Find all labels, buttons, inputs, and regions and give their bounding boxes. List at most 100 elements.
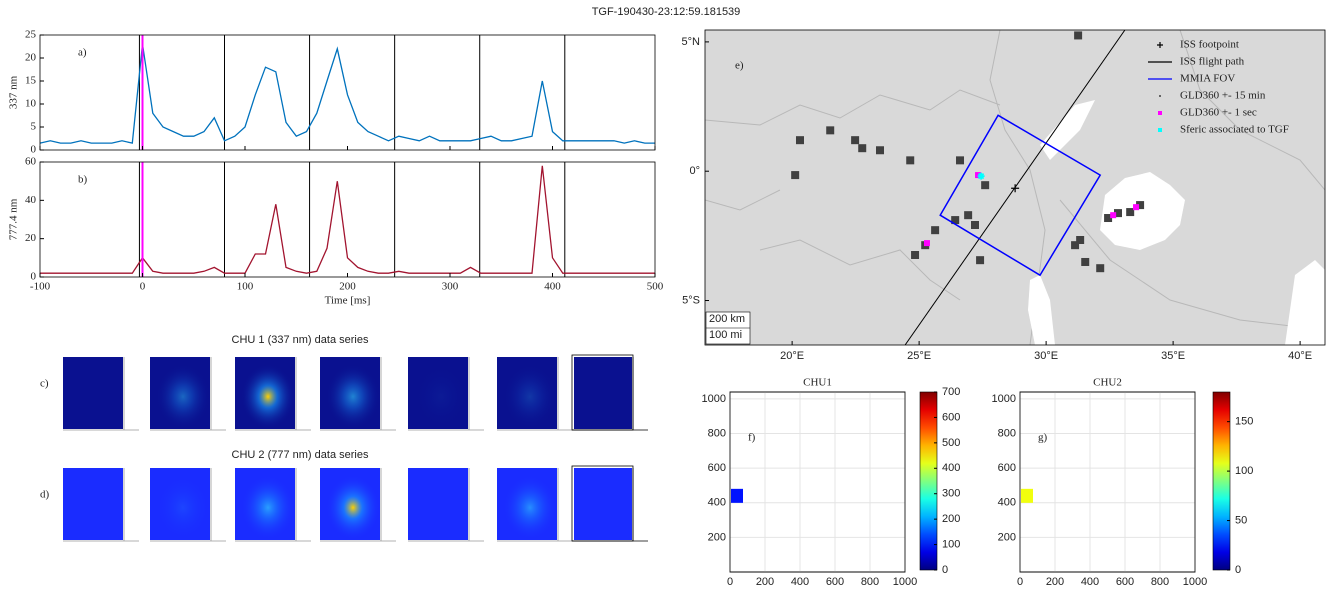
page: {"title": "TGF-190430-23:12:59.181539", … (0, 0, 1332, 589)
plot-area (40, 162, 655, 277)
legend-label: MMIA FOV (1180, 73, 1235, 85)
thumbnail-glow (497, 468, 557, 540)
colorbar (920, 392, 937, 570)
colorbar-tick-label: 0 (1235, 564, 1241, 576)
x-tick-label: 600 (1116, 576, 1134, 588)
x-tick-label: 20°E (780, 350, 804, 362)
colorbar-tick-label: 400 (942, 462, 960, 474)
thumbnail-glow (408, 468, 468, 540)
x-tick-label: 40°E (1288, 350, 1312, 362)
gld-point (791, 171, 799, 179)
thumbnail-glow (235, 468, 295, 540)
thumbnail-glow (408, 357, 468, 429)
gld-point (971, 221, 979, 229)
y-tick-label: 10 (25, 98, 37, 110)
gld-point (851, 136, 859, 144)
gld-point (1074, 31, 1082, 39)
x-tick-label: -100 (30, 281, 51, 293)
colorbar (1213, 392, 1230, 570)
thumbnail-glow (235, 357, 295, 429)
colorbar-tick-label: 150 (1235, 416, 1253, 428)
thumbnail-glow (320, 468, 380, 540)
gld-point (1076, 236, 1084, 244)
panel-label: g) (1038, 432, 1048, 444)
cell (731, 489, 743, 503)
x-tick-label: 800 (861, 576, 879, 588)
row-title: CHU 2 (777 nm) data series (232, 449, 369, 461)
colorbar-tick-label: 700 (942, 386, 960, 398)
x-tick-label: 0 (727, 576, 733, 588)
colorbar-tick-label: 50 (1235, 514, 1247, 526)
panel-label: c) (40, 378, 49, 390)
plot-area (1020, 392, 1195, 572)
legend-label: GLD360 +- 15 min (1180, 90, 1266, 102)
y-tick-label: 5°N (682, 36, 701, 48)
x-tick-label: 400 (791, 576, 809, 588)
y-tick-label: 200 (708, 531, 726, 543)
scale-label: 100 mi (709, 329, 742, 341)
x-tick-label: 35°E (1161, 350, 1185, 362)
x-tick-label: 600 (826, 576, 844, 588)
y-tick-label: 20 (25, 52, 37, 64)
x-tick-label: 300 (442, 281, 459, 293)
y-tick-label: 60 (25, 156, 37, 168)
y-tick-label: 40 (25, 194, 37, 206)
colorbar-tick-label: 200 (942, 513, 960, 525)
x-tick-label: 200 (339, 281, 356, 293)
gld-point (1096, 264, 1104, 272)
x-tick-label: 30°E (1034, 350, 1058, 362)
y-tick-label: 0 (31, 144, 37, 156)
x-tick-label: 200 (1046, 576, 1064, 588)
gld-1sec-point (1110, 212, 1116, 218)
x-tick-label: 200 (756, 576, 774, 588)
legend-label: Sferic associated to TGF (1180, 124, 1289, 136)
x-tick-label: 800 (1151, 576, 1169, 588)
figure-title: TGF-190430-23:12:59.181539 (592, 6, 741, 18)
thumbnail-glow (150, 468, 210, 540)
colorbar-tick-label: 0 (942, 564, 948, 576)
panel-label: d) (40, 489, 50, 501)
x-tick-label: 0 (1017, 576, 1023, 588)
x-tick-label: 1000 (893, 576, 917, 588)
thumbnail-glow (63, 468, 123, 540)
y-tick-label: 600 (708, 462, 726, 474)
panel-label: f) (748, 432, 756, 444)
y-tick-label: 1000 (702, 393, 726, 405)
gld-point (976, 256, 984, 264)
gld-1sec-point (924, 240, 930, 246)
y-tick-label: 15 (25, 75, 37, 87)
y-tick-label: 1000 (992, 393, 1016, 405)
colorbar-tick-label: 500 (942, 437, 960, 449)
gld-point (911, 251, 919, 259)
legend-label: ISS footpoint (1180, 39, 1239, 51)
thumbnail-glow (574, 468, 632, 540)
gld-point (956, 156, 964, 164)
y-tick-label: 5°S (682, 294, 700, 306)
x-tick-label: 25°E (907, 350, 931, 362)
gld-1sec-point (1133, 204, 1139, 210)
panel-label: e) (735, 60, 744, 72)
gld-point (964, 211, 972, 219)
gld-point (906, 156, 914, 164)
y-axis-label: 777.4 nm (8, 198, 20, 240)
y-tick-label: 5 (31, 121, 37, 133)
thumbnail-glow (63, 357, 123, 429)
legend-label: GLD360 +- 1 sec (1180, 107, 1257, 119)
chart-title: CHU2 (1093, 377, 1122, 389)
colorbar-tick-label: 100 (1235, 465, 1253, 477)
gld-point (826, 126, 834, 134)
gld-point (1081, 258, 1089, 266)
y-tick-label: 20 (25, 232, 37, 244)
x-tick-label: 400 (1081, 576, 1099, 588)
y-tick-label: 0° (689, 165, 700, 177)
legend-label: ISS flight path (1180, 56, 1245, 68)
gld-point (981, 181, 989, 189)
thumbnail-glow (150, 357, 210, 429)
figure: TGF-190430-23:12:59.181539 0510152025a)3… (0, 0, 1332, 589)
sferic-point (978, 173, 985, 180)
x-tick-label: 100 (237, 281, 254, 293)
thumbnail-glow (574, 357, 632, 429)
y-tick-label: 600 (998, 462, 1016, 474)
colorbar-tick-label: 600 (942, 411, 960, 423)
gld-point (858, 144, 866, 152)
